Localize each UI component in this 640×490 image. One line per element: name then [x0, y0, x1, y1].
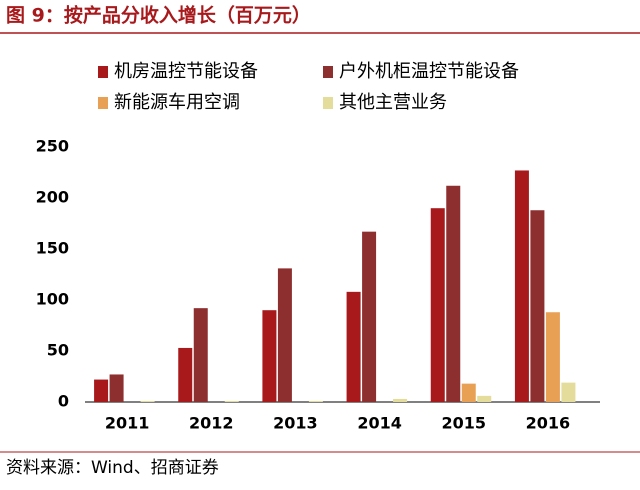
x-tick-label: 2015 [441, 414, 486, 433]
legend-label: 其他主营业务 [339, 92, 447, 113]
bar [461, 383, 476, 402]
bar [262, 310, 277, 402]
bar [545, 312, 560, 402]
bar [477, 395, 492, 402]
x-tick-label: 2013 [273, 414, 318, 433]
bar [561, 382, 576, 402]
bar [362, 231, 377, 402]
bar [530, 210, 545, 402]
bar [308, 400, 323, 402]
legend-swatch [323, 66, 333, 78]
x-tick-label: 2016 [526, 414, 571, 433]
legend-swatch [98, 66, 108, 78]
bar [514, 170, 529, 402]
y-tick-label: 100 [36, 290, 69, 309]
y-tick-label: 150 [36, 239, 69, 258]
bar [277, 268, 292, 402]
bar [109, 374, 124, 402]
legend-label: 户外机柜温控节能设备 [339, 61, 519, 82]
bar [446, 185, 461, 402]
y-tick-label: 50 [47, 341, 69, 360]
bar [346, 291, 361, 402]
legend-swatch [323, 97, 333, 109]
bar [178, 347, 193, 402]
x-tick-label: 2011 [105, 414, 150, 433]
y-tick-label: 250 [36, 137, 69, 156]
bar [140, 400, 155, 402]
bar [430, 208, 445, 402]
x-tick-label: 2014 [357, 414, 402, 433]
x-tick-label: 2012 [189, 414, 234, 433]
y-tick-label: 0 [58, 392, 69, 411]
legend-label: 机房温控节能设备 [114, 61, 258, 82]
source-note: 资料来源：Wind、招商证券 [6, 458, 219, 478]
y-tick-label: 200 [36, 188, 69, 207]
bar [193, 308, 208, 402]
chart-title: 图 9：按产品分收入增长（百万元） [6, 4, 311, 27]
bar [224, 400, 239, 402]
legend-swatch [98, 97, 108, 109]
bar [393, 398, 408, 402]
legend-label: 新能源车用空调 [114, 92, 240, 113]
bar [94, 379, 109, 402]
